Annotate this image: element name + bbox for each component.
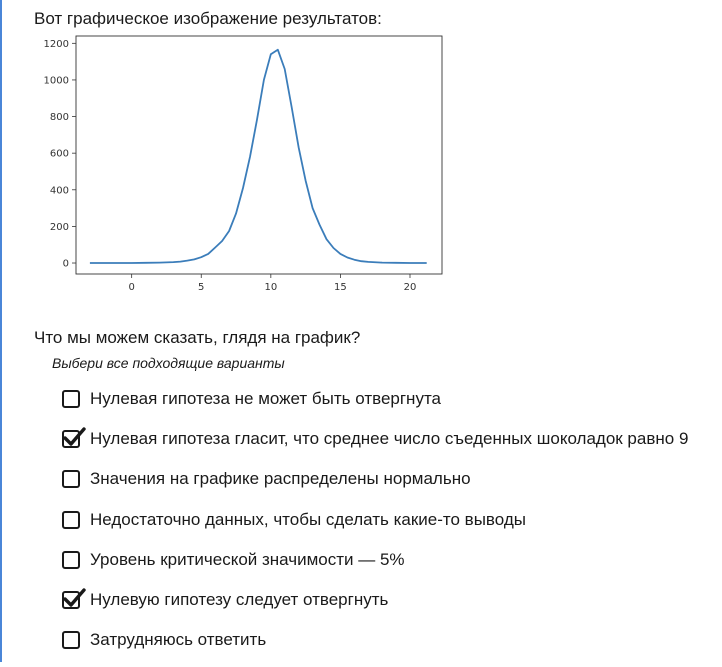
y-tick-label: 1200 [44,39,69,50]
checkbox-6[interactable] [62,588,86,609]
y-tick-label: 400 [50,185,69,196]
answer-option-5[interactable]: Уровень критической значимости — 5% [62,547,688,573]
answer-option-label: Значения на графике распределены нормаль… [90,469,471,489]
checkbox-5[interactable] [62,550,80,569]
answer-option-3[interactable]: Значения на графике распределены нормаль… [62,466,688,492]
series-line [89,48,427,264]
answer-option-label: Нулевая гипотеза не может быть отвергнут… [90,389,441,408]
x-tick-label: 5 [198,282,204,293]
answer-option-label: Недостаточно данных, чтобы сделать какие… [90,509,526,529]
y-tick-label: 1000 [44,75,69,86]
answer-option-2[interactable]: Нулевая гипотеза гласит, что среднее чис… [62,426,688,452]
y-tick-label: 0 [63,259,69,270]
answer-option-4[interactable]: Недостаточно данных, чтобы сделать какие… [62,507,688,533]
checkbox-2[interactable] [62,427,86,449]
intro-text: Вот графическое изображение результатов: [34,9,382,28]
checkbox-7[interactable] [62,631,80,650]
checkbox-3[interactable] [62,470,80,489]
answer-option-label: Нулевую гипотезу следует отвергнуть [90,589,389,609]
hint-text: Выбери все подходящие варианты [52,355,285,371]
y-tick-label: 800 [50,112,69,123]
x-tick-label: 10 [264,282,277,293]
plot-frame [75,35,443,275]
checkmark-icon [63,588,86,607]
x-tick-label: 0 [128,282,134,293]
y-tick-label: 200 [50,222,69,233]
answer-option-label: Нулевая гипотеза гласит, что среднее чис… [90,429,689,449]
checkbox-4[interactable] [62,510,80,529]
x-tick-label: 15 [334,282,347,293]
answer-option-label: Затрудняюсь ответить [90,630,267,650]
x-tick-label: 20 [404,282,417,293]
answer-options-list: Нулевая гипотеза не может быть отвергнут… [62,386,688,667]
answer-option-1[interactable]: Нулевая гипотеза не может быть отвергнут… [62,386,688,412]
checkbox-1[interactable] [62,390,80,408]
answer-option-label: Уровень критической значимости — 5% [90,549,405,569]
left-accent-border [0,0,2,662]
results-chart: 0 5 10 15 20 0 200 400 600 800 1000 1200 [30,30,450,300]
answer-option-6[interactable]: Нулевую гипотезу следует отвергнуть [62,587,688,613]
y-tick-label: 600 [50,149,69,160]
answer-option-7[interactable]: Затрудняюсь ответить [62,627,688,653]
question-text: Что мы можем сказать, глядя на график? [34,328,361,347]
checkmark-icon [63,427,86,446]
